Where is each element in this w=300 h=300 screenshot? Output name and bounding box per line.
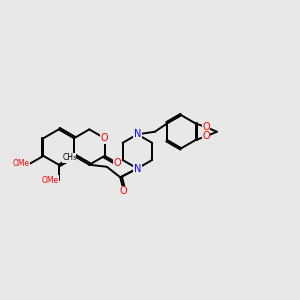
Text: OMe: OMe [13, 159, 30, 168]
Text: OMe: OMe [42, 176, 59, 184]
Text: O: O [101, 133, 108, 143]
Text: O: O [202, 131, 210, 141]
Text: O: O [120, 186, 127, 196]
Text: N: N [134, 164, 141, 173]
Text: N: N [134, 129, 141, 139]
Text: O: O [202, 122, 210, 132]
Text: O: O [113, 158, 121, 168]
Text: CH₃: CH₃ [62, 153, 76, 162]
